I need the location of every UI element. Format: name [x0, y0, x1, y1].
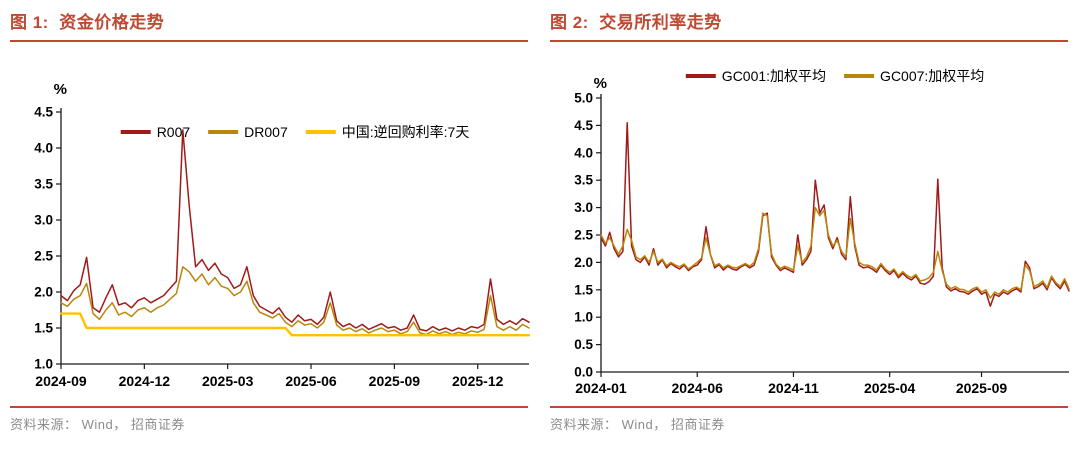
x-tick-label: 2024-01: [575, 380, 627, 396]
y-tick-label: 4.5: [574, 118, 593, 133]
chart1-source-note: 资料来源： Wind， 招商证券: [10, 417, 185, 432]
y-tick-label: 4.0: [34, 141, 53, 156]
legend-label-r007: R007: [157, 124, 191, 140]
x-tick-label: 2025-12: [452, 373, 504, 389]
chart2-plot-area: 0.0 0.5 1.0 1.5 2.0 2.5 3.0 3.5 4.0 4.5 5.0 2024-01…: [574, 68, 1070, 396]
y-tick-label: 4.0: [574, 145, 593, 160]
legend-label-gc001: GC001:加权平均: [722, 68, 826, 84]
x-tick-label: 2024-09: [35, 373, 87, 389]
y-tick-label: 1.0: [34, 357, 53, 372]
x-tick-label: 2024-12: [119, 373, 171, 389]
y-tick-label: 2.0: [574, 255, 593, 270]
y-tick-label: 3.5: [574, 173, 593, 188]
y-tick-label: 0.5: [574, 337, 593, 352]
chart2-source-note: 资料来源： Wind， 招商证券: [550, 417, 725, 432]
chart1-footer-rule: [10, 406, 528, 408]
x-tick-label: 2024-11: [768, 380, 819, 396]
y-tick-label: 1.5: [34, 321, 53, 336]
chart2-title-rule: [550, 40, 1068, 42]
chart1-title: 图 1: 资金价格走势: [10, 13, 165, 32]
chart2-title: 图 2: 交易所利率走势: [550, 13, 722, 32]
y-tick-label: 5.0: [574, 91, 593, 106]
series-line-reverse-repo-7d: [59, 312, 531, 337]
y-tick-label: 4.5: [34, 105, 53, 120]
series-line-r007: [60, 129, 530, 332]
series-line-dr007: [60, 266, 530, 336]
chart1-title-rule: [10, 40, 528, 42]
x-tick-label: 2025-03: [202, 373, 254, 389]
chart1-plot-area: 1.0 1.5 2.0 2.5 3.0 3.5 4.0 4.5 2024-09 2024-12 20…: [34, 81, 531, 389]
chart2-footer-rule: [550, 406, 1068, 408]
y-tick-label: 2.5: [574, 228, 593, 243]
legend: GC001:加权平均 GC007:加权平均: [685, 68, 984, 84]
legend-label-dr007: DR007: [244, 124, 288, 140]
panel-funding-price-chart: 图 1: 资金价格走势 1.0 1.5 2.0 2.5 3.0 3.5 4.0 4.5 2024…: [10, 13, 531, 432]
x-tick-label: 2025-04: [864, 380, 916, 396]
panel-exchange-rate-chart: 图 2: 交易所利率走势 0.0 0.5 1.0 1.5 2.0 2.5 3.0 3.5 4.0…: [540, 0, 1080, 452]
y-tick-label: 2.0: [34, 285, 53, 300]
y-axis-unit-label: %: [54, 81, 67, 98]
x-tick-label: 2025-06: [285, 373, 337, 389]
y-tick-label: 3.0: [574, 200, 593, 215]
y-tick-label: 3.5: [34, 177, 53, 192]
series-line-gc001: [600, 121, 1070, 307]
y-tick-label: 0.0: [574, 365, 593, 380]
y-tick-label: 1.5: [574, 282, 593, 297]
legend-label-gc007: GC007:加权平均: [880, 68, 984, 84]
series-line-gc007: [600, 206, 1070, 299]
y-tick-label: 1.0: [574, 310, 593, 325]
y-axis-unit-label: %: [594, 75, 607, 92]
y-tick-label: 3.0: [34, 213, 53, 228]
legend-label-reverse-repo-7d: 中国:逆回购利率:7天: [342, 124, 470, 140]
x-tick-label: 2025-09: [956, 380, 1008, 396]
x-tick-label: 2025-09: [369, 373, 421, 389]
x-tick-label: 2024-06: [672, 380, 724, 396]
legend: R007 DR007 中国:逆回购利率:7天: [120, 124, 470, 140]
y-tick-label: 2.5: [34, 249, 53, 264]
